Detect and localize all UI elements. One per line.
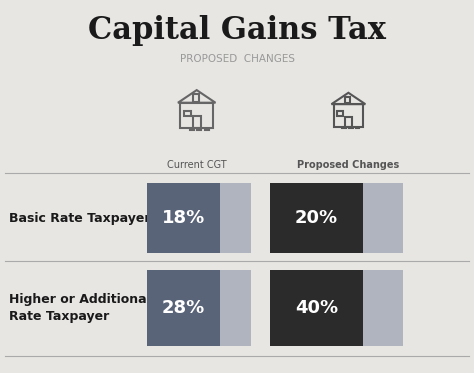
Text: Current CGT: Current CGT xyxy=(167,160,227,170)
Bar xyxy=(270,183,403,253)
Bar xyxy=(180,103,213,128)
Bar xyxy=(270,183,363,253)
Text: 28%: 28% xyxy=(162,299,205,317)
Bar xyxy=(345,116,352,127)
Bar xyxy=(147,183,220,253)
Text: Higher or Additional
Rate Taxpayer: Higher or Additional Rate Taxpayer xyxy=(9,293,151,323)
Text: Capital Gains Tax: Capital Gains Tax xyxy=(88,15,386,46)
Text: Proposed Changes: Proposed Changes xyxy=(297,160,400,170)
Bar xyxy=(345,97,350,103)
Text: PROPOSED  CHANGES: PROPOSED CHANGES xyxy=(180,54,294,64)
Text: Basic Rate Taxpayer: Basic Rate Taxpayer xyxy=(9,212,151,225)
Bar xyxy=(147,270,220,346)
Bar xyxy=(334,104,363,127)
Bar xyxy=(270,270,403,346)
Bar xyxy=(184,110,191,116)
Text: 40%: 40% xyxy=(295,299,338,317)
Bar xyxy=(147,270,251,346)
Text: 18%: 18% xyxy=(162,209,205,227)
Bar xyxy=(270,270,363,346)
Text: 20%: 20% xyxy=(295,209,338,227)
Bar xyxy=(337,111,343,116)
Bar xyxy=(147,183,251,253)
Bar xyxy=(193,116,201,128)
Bar xyxy=(192,94,199,102)
